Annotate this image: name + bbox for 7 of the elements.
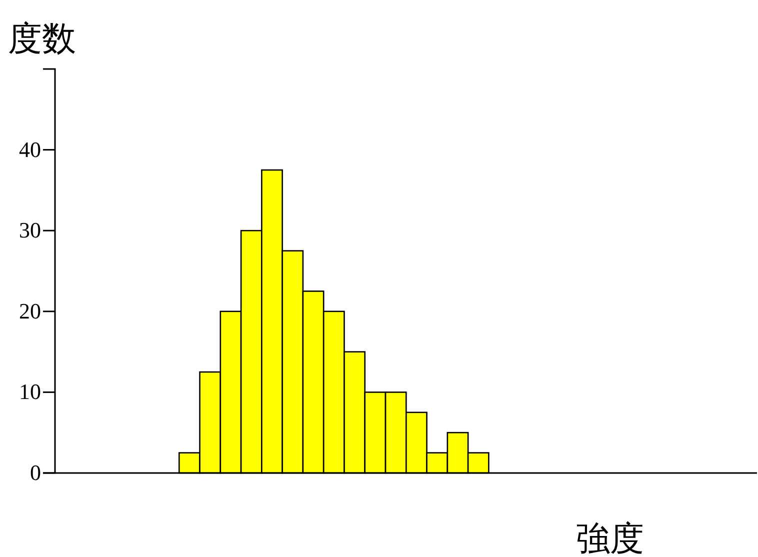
y-tick-label: 30 <box>19 218 41 243</box>
y-tick-label: 10 <box>19 379 41 404</box>
y-tick-label: 0 <box>30 460 41 486</box>
y-tick-label: 40 <box>19 136 41 162</box>
y-tick-label: 20 <box>19 298 41 324</box>
y-axis-title: 度数 <box>8 21 76 58</box>
x-axis-title: 強度 <box>576 521 644 557</box>
